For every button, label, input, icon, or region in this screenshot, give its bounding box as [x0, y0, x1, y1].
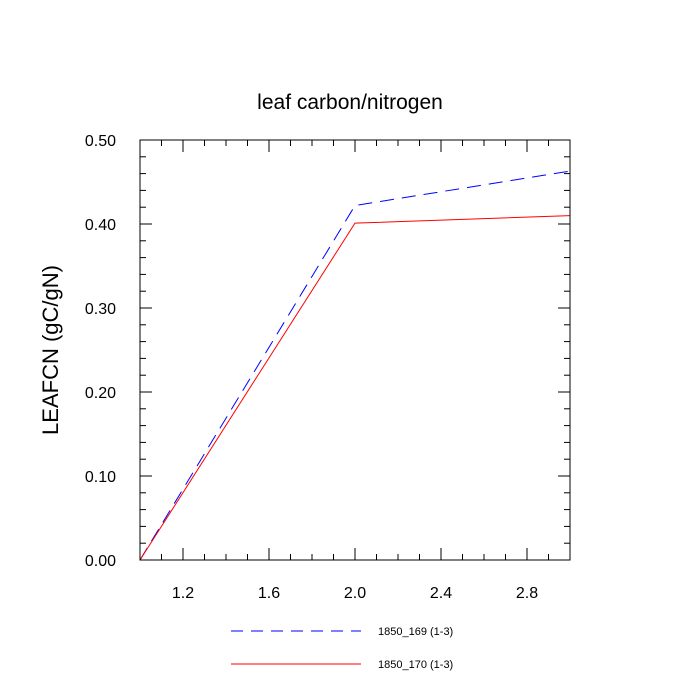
- y-tick-label: 0.10: [85, 469, 116, 486]
- series-line-2: [139, 215, 571, 561]
- legend-label-1: 1850_169 (1-3): [378, 626, 453, 638]
- x-tick-label: 2.8: [516, 585, 538, 602]
- tick-labels: 1.2 1.6 2.0 2.4 2.8 0.00 0.10 0.20 0.30 0.40 0.50: [85, 133, 538, 602]
- chart-title: leaf carbon/nitrogen: [257, 91, 443, 114]
- x-tick-label: 2.0: [344, 585, 366, 602]
- y-tick-label: 0.50: [85, 133, 116, 150]
- major-ticks: [140, 139, 570, 561]
- series-line-1: [139, 170, 571, 561]
- y-tick-label: 0.40: [85, 217, 116, 234]
- legend-label-2: 1850_170 (1-3): [378, 659, 453, 671]
- legend: 1850_169 (1-3) 1850_170 (1-3): [231, 626, 453, 671]
- y-tick-label: 0.30: [85, 301, 116, 318]
- series-lines: [139, 170, 571, 561]
- x-tick-label: 1.6: [258, 585, 280, 602]
- y-axis-label: LEAFCN (gC/gN): [38, 265, 63, 435]
- minor-ticks: [139, 140, 571, 560]
- plot-frame: [139, 139, 571, 561]
- y-tick-label: 0.20: [85, 385, 116, 402]
- x-tick-label: 1.2: [172, 585, 194, 602]
- x-tick-label: 2.4: [430, 585, 452, 602]
- y-tick-label: 0.00: [85, 553, 116, 570]
